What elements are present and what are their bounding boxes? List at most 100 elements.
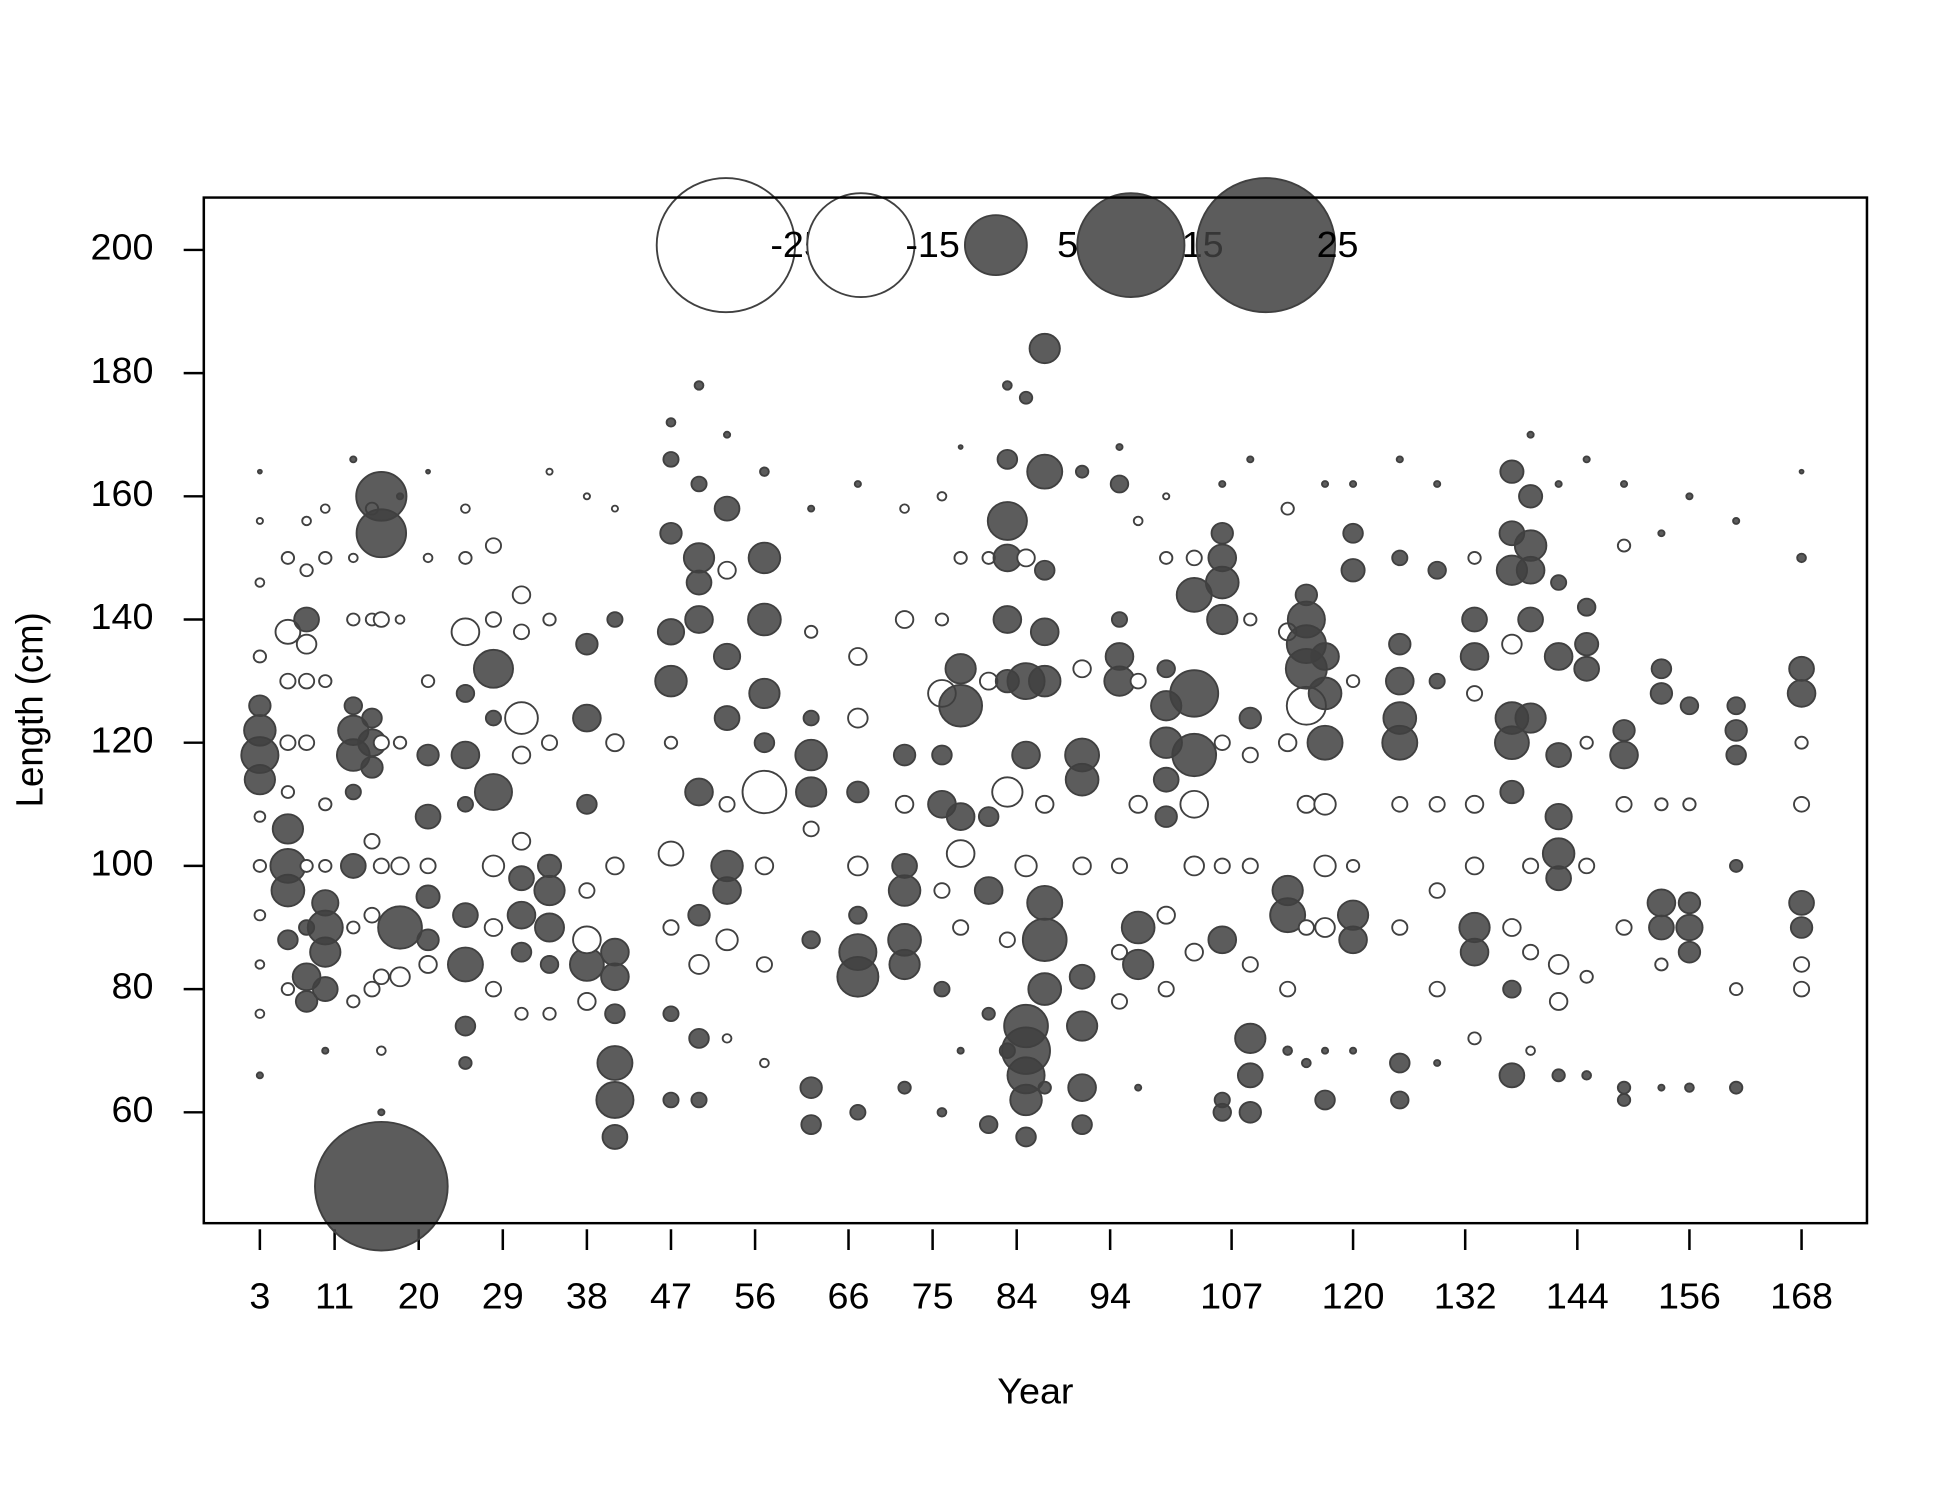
bubble — [606, 611, 624, 628]
bubble — [1162, 492, 1171, 501]
bubble — [847, 855, 869, 877]
bubble — [484, 611, 502, 628]
legend-label: 5 — [1057, 224, 1078, 265]
bubble — [1064, 737, 1100, 773]
bubble — [1502, 918, 1522, 937]
bubble — [1213, 1091, 1231, 1109]
bubble — [454, 1015, 477, 1037]
bubble — [298, 734, 316, 751]
bubble — [349, 455, 358, 464]
bubble — [945, 839, 976, 868]
bubble — [1729, 982, 1744, 997]
bubble — [690, 1091, 708, 1109]
bubble — [1072, 856, 1092, 876]
bubble — [1517, 606, 1544, 633]
y-tick-label: 180 — [91, 349, 154, 390]
bubble — [254, 959, 266, 970]
bubble — [253, 909, 267, 922]
bubble — [1015, 1126, 1037, 1148]
bubble — [1296, 794, 1317, 814]
bubble — [510, 941, 533, 963]
bubble — [372, 734, 390, 751]
bubble — [663, 735, 679, 750]
y-axis-title: Length (cm) — [8, 612, 51, 807]
bubble — [339, 852, 367, 879]
bubble — [422, 552, 434, 564]
bubble — [1388, 632, 1412, 656]
bubble — [956, 1046, 965, 1055]
bubble — [1679, 696, 1700, 716]
bubble — [1788, 655, 1815, 682]
bubble — [747, 602, 782, 637]
bubble — [1502, 979, 1522, 999]
bubble — [712, 642, 742, 671]
x-tick-label: 156 — [1658, 1275, 1721, 1316]
bubble — [978, 671, 999, 691]
bubble — [710, 849, 744, 883]
bubble — [577, 992, 597, 1011]
bubble — [1467, 550, 1482, 565]
bubble — [986, 501, 1028, 541]
bubble — [1067, 1073, 1097, 1102]
x-tick-label: 3 — [249, 1275, 270, 1316]
bubble — [759, 1057, 770, 1069]
bubble — [1466, 685, 1484, 702]
bubble — [1345, 858, 1361, 873]
bubble — [690, 475, 708, 493]
bubble — [347, 552, 359, 564]
bubble — [539, 955, 560, 974]
bubble — [377, 905, 423, 950]
bubble — [1612, 719, 1636, 742]
bubble — [934, 612, 950, 627]
bubble — [1071, 1114, 1093, 1136]
bubble — [1011, 740, 1041, 770]
bubble — [1541, 837, 1576, 870]
bubble — [1314, 1089, 1336, 1111]
bubble — [931, 744, 953, 766]
bubble — [687, 903, 711, 927]
bubble — [578, 882, 596, 899]
x-axis-title: Year — [997, 1370, 1073, 1411]
bubble — [688, 954, 710, 975]
bubble — [415, 884, 441, 909]
bubble — [575, 632, 599, 656]
bubble — [1115, 443, 1124, 451]
bubble — [1185, 549, 1203, 567]
x-tick-label: 132 — [1434, 1275, 1497, 1316]
bubble — [252, 858, 268, 873]
bubble — [299, 563, 314, 578]
bubble — [395, 492, 405, 501]
bubble — [665, 417, 677, 428]
bubble — [1109, 474, 1130, 494]
bubble — [1616, 1093, 1632, 1107]
bubble — [981, 1006, 996, 1021]
bubble — [996, 448, 1019, 470]
bubble — [1428, 882, 1446, 899]
bubble — [715, 928, 739, 952]
bubble — [1619, 480, 1629, 488]
bubble — [1578, 857, 1596, 875]
bubble — [1390, 1090, 1410, 1110]
bubble — [414, 803, 442, 830]
bubble — [355, 471, 408, 522]
bubble — [953, 550, 968, 565]
bubble — [1345, 674, 1361, 689]
plot-frame — [202, 196, 1869, 1225]
bubble — [346, 612, 361, 627]
bubble — [596, 1045, 634, 1081]
bubble — [1246, 455, 1255, 464]
bubble — [1650, 658, 1673, 680]
bubble — [511, 585, 532, 605]
bubble — [1026, 884, 1064, 921]
bubble — [533, 874, 566, 907]
bubble — [1184, 942, 1204, 962]
bubble — [605, 733, 625, 753]
bubble — [945, 802, 976, 831]
bubble — [1518, 484, 1544, 509]
bubble — [1616, 1080, 1632, 1095]
bubble — [944, 653, 977, 685]
bubble — [481, 854, 506, 878]
bubble — [473, 773, 513, 811]
bubble — [1513, 529, 1548, 562]
bubble — [847, 707, 869, 729]
